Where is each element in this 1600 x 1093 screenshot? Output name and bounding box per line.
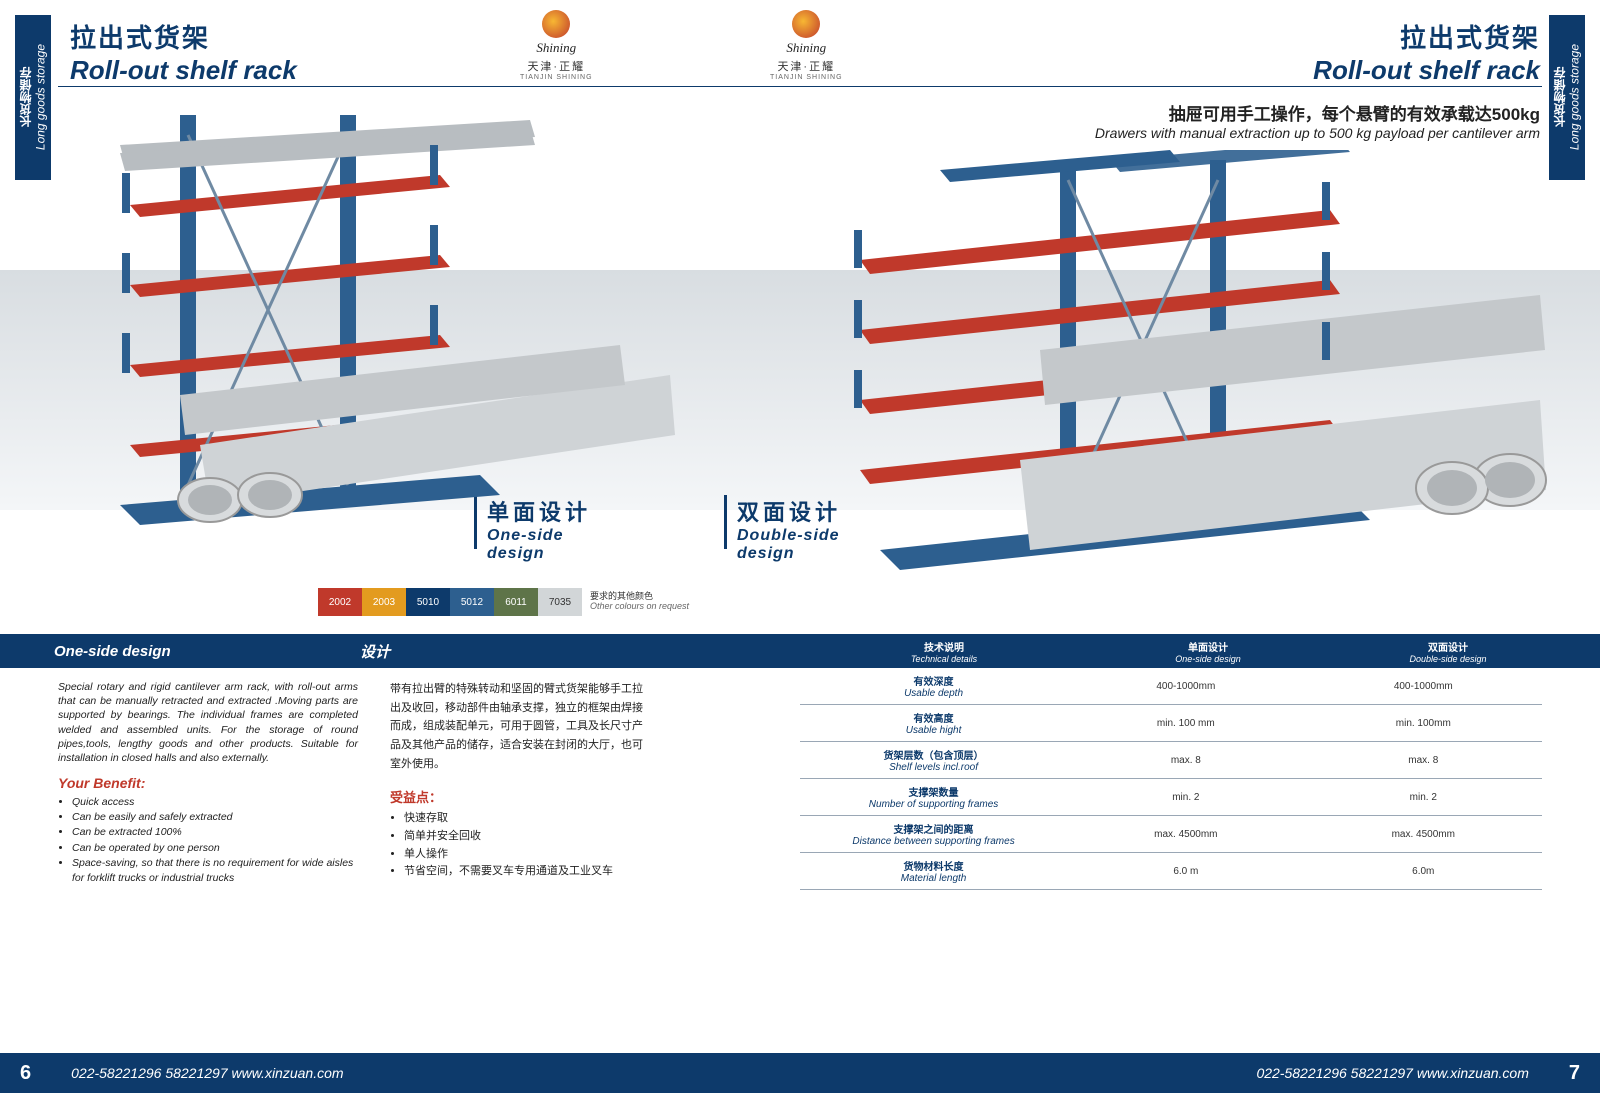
spec-label: 货物材料长度Material length [800, 853, 1067, 890]
section-header-bar-left: One-side design 设计 [0, 634, 800, 668]
swatch-note: 要求的其他颜色Other colours on request [590, 592, 689, 612]
brand-cn-r: 天津·正耀 [770, 58, 843, 74]
title-en: Roll-out shelf rack [70, 55, 297, 86]
spec-table: 有效深度Usable depth400-1000mm400-1000mm有效高度… [800, 668, 1542, 890]
description-column-en: Special rotary and rigid cantilever arm … [58, 680, 358, 886]
description-column-cn: 带有拉出臂的特殊转动和坚固的臂式货架能够手工拉出及收回，移动部件由轴承支撑，独立… [390, 680, 650, 881]
benefit-item: Can be operated by one person [72, 841, 358, 856]
page-title-left: 拉出式货架 Roll-out shelf rack [70, 18, 297, 86]
benefit-head-cn: 受益点： [390, 787, 650, 806]
benefit-item: 快速存取 [404, 810, 650, 828]
th1-en: Technical details [800, 654, 1088, 664]
table-row: 货物材料长度Material length6.0 m6.0m [800, 853, 1542, 890]
th3-en: Double-side design [1328, 654, 1568, 664]
title-cn-r: 拉出式货架 [1313, 18, 1540, 55]
benefit-item: 简单并安全回收 [404, 828, 650, 846]
desc-en: Special rotary and rigid cantilever arm … [58, 680, 358, 765]
th2-en: One-side design [1088, 654, 1328, 664]
spec-value-double-side: 400-1000mm [1305, 668, 1542, 705]
table-row: 有效深度Usable depth400-1000mm400-1000mm [800, 668, 1542, 705]
spec-value-one-side: min. 100 mm [1067, 705, 1304, 742]
spec-value-double-side: min. 2 [1305, 779, 1542, 816]
section-header-bar-right: 技术说明 Technical details 单面设计 One-side des… [800, 634, 1600, 668]
footer-right: 022-58221296 58221297 www.xinzuan.com 7 [800, 1053, 1600, 1093]
subtitle-cn: 抽屉可用手工操作，每个悬臂的有效承载达500kg [1095, 100, 1540, 125]
spec-value-double-side: 6.0m [1305, 853, 1542, 890]
spec-value-double-side: max. 4500mm [1305, 816, 1542, 853]
brand-script-r: Shining [770, 40, 843, 56]
color-swatch: 5010 [406, 588, 450, 616]
title-cn: 拉出式货架 [70, 18, 297, 55]
subtitle-en: Drawers with manual extraction up to 500… [1095, 125, 1540, 141]
page-num-left: 6 [20, 1062, 31, 1085]
side-tab-en: Long goods storage [33, 44, 47, 150]
spec-value-one-side: 6.0 m [1067, 853, 1304, 890]
rack-double-side [820, 150, 1560, 600]
spec-tbody: 有效深度Usable depth400-1000mm400-1000mm有效高度… [800, 668, 1542, 890]
color-swatch: 6011 [494, 588, 538, 616]
th1-cn: 技术说明 [800, 639, 1088, 654]
section-head-design: 设计 [340, 641, 600, 662]
color-swatches: 200220035010501260117035 要求的其他颜色Other col… [318, 588, 689, 616]
brand-script: Shining [520, 40, 593, 56]
color-swatch: 7035 [538, 588, 582, 616]
spec-label: 有效高度Usable hight [800, 705, 1067, 742]
page-title-right: 拉出式货架 Roll-out shelf rack [1313, 18, 1540, 86]
side-tab-left: 长货物储存 Long goods storage [15, 15, 51, 180]
th3-cn: 双面设计 [1328, 639, 1568, 654]
table-row: 支撑架之间的距离Distance between supporting fram… [800, 816, 1542, 853]
side-tab-cn-r: 长货物储存 [1553, 68, 1567, 128]
benefit-list-en: Quick accessCan be easily and safely ext… [72, 795, 358, 886]
header-rule-r [800, 86, 1542, 87]
color-swatch: 2003 [362, 588, 406, 616]
brand-cn: 天津·正耀 [520, 58, 593, 74]
spec-value-one-side: 400-1000mm [1067, 668, 1304, 705]
spec-value-one-side: max. 4500mm [1067, 816, 1304, 853]
spec-value-one-side: min. 2 [1067, 779, 1304, 816]
benefit-item: Can be extracted 100% [72, 825, 358, 840]
section-head-one-side: One-side design [0, 643, 340, 660]
sun-icon [542, 10, 570, 38]
benefit-item: Quick access [72, 795, 358, 810]
benefit-item: 节省空间，不需要叉车专用通道及工业叉车 [404, 863, 650, 881]
spec-value-one-side: max. 8 [1067, 742, 1304, 779]
brand-en: TIANJIN SHINING [520, 74, 593, 81]
spec-label: 货架层数（包含顶层）Shelf levels incl.roof [800, 742, 1067, 779]
table-row: 货架层数（包含顶层）Shelf levels incl.roofmax. 8ma… [800, 742, 1542, 779]
spec-value-double-side: min. 100mm [1305, 705, 1542, 742]
table-row: 支撑架数量Number of supporting framesmin. 2mi… [800, 779, 1542, 816]
header-rule [58, 86, 800, 87]
spec-label: 有效深度Usable depth [800, 668, 1067, 705]
desc-cn: 带有拉出臂的特殊转动和坚固的臂式货架能够手工拉出及收回，移动部件由轴承支撑，独立… [390, 680, 650, 773]
benefit-list-cn: 快速存取简单并安全回收单人操作节省空间，不需要叉车专用通道及工业叉车 [404, 810, 650, 880]
table-row: 有效高度Usable hightmin. 100 mmmin. 100mm [800, 705, 1542, 742]
side-tab-cn: 长货物储存 [19, 68, 33, 128]
brand-en-r: TIANJIN SHINING [770, 74, 843, 81]
color-swatch: 5012 [450, 588, 494, 616]
brand-logo-left: Shining 天津·正耀 TIANJIN SHINING [520, 10, 593, 81]
rack-one-side [60, 105, 680, 545]
title-en-r: Roll-out shelf rack [1313, 55, 1540, 86]
spec-label: 支撑架数量Number of supporting frames [800, 779, 1067, 816]
footer-contact-left: 022-58221296 58221297 www.xinzuan.com [71, 1065, 343, 1081]
color-swatch: 2002 [318, 588, 362, 616]
spec-value-double-side: max. 8 [1305, 742, 1542, 779]
benefit-head-en: Your Benefit: [58, 775, 358, 791]
spec-label: 支撑架之间的距离Distance between supporting fram… [800, 816, 1067, 853]
benefit-item: 单人操作 [404, 846, 650, 864]
side-tab-en-r: Long goods storage [1567, 44, 1581, 150]
page-num-right: 7 [1569, 1062, 1580, 1085]
footer-left: 6 022-58221296 58221297 www.xinzuan.com [0, 1053, 800, 1093]
brand-logo-right: Shining 天津·正耀 TIANJIN SHINING [770, 10, 843, 81]
footer-contact-right: 022-58221296 58221297 www.xinzuan.com [1256, 1065, 1528, 1081]
sun-icon [792, 10, 820, 38]
subtitle-payload: 抽屉可用手工操作，每个悬臂的有效承载达500kg Drawers with ma… [1095, 100, 1540, 141]
benefit-item: Space-saving, so that there is no requir… [72, 856, 358, 886]
th2-cn: 单面设计 [1088, 639, 1328, 654]
benefit-item: Can be easily and safely extracted [72, 810, 358, 825]
